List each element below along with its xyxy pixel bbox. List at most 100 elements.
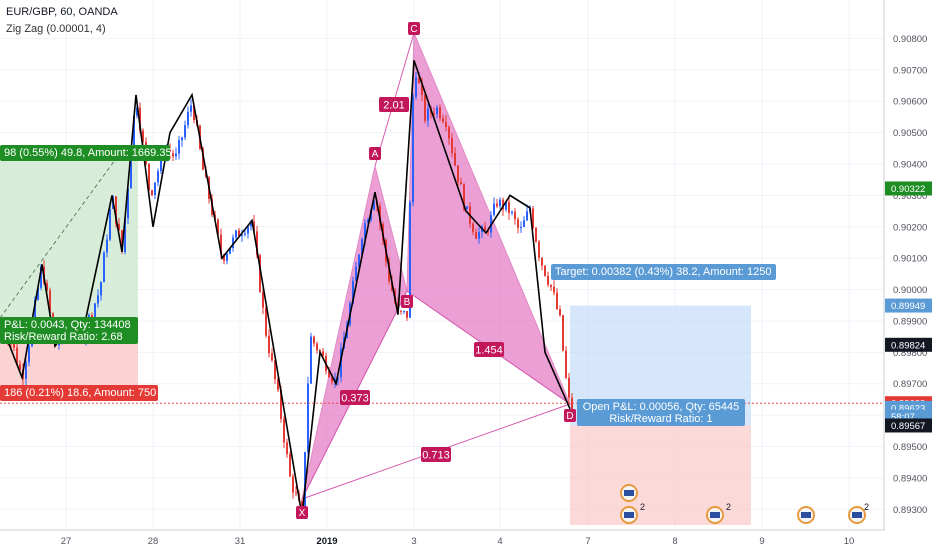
- candle-body: [373, 200, 375, 210]
- pattern-point-label: D: [566, 411, 573, 422]
- candle-body: [493, 203, 495, 216]
- candle-body: [151, 190, 153, 195]
- candle-body: [106, 239, 108, 253]
- candle-body: [148, 163, 150, 191]
- y-tick-label: 0.90500: [893, 128, 927, 139]
- candle-body: [427, 108, 429, 121]
- x-tick-label: 9: [759, 536, 764, 547]
- pattern-triangle-xab: [301, 165, 408, 500]
- candle-body: [259, 255, 261, 293]
- y-tick-label: 0.90100: [893, 254, 927, 265]
- x-tick-label: 7: [585, 536, 590, 547]
- candle-body: [532, 208, 534, 228]
- left-pnl-tag-text: Risk/Reward Ratio: 2.68: [4, 331, 123, 343]
- pattern-point-badge: [564, 409, 576, 422]
- candle-body: [559, 309, 561, 316]
- candle-body: [97, 295, 99, 304]
- candle-body: [157, 171, 159, 183]
- candle-body: [499, 199, 501, 207]
- pattern-point-c: C: [408, 22, 420, 35]
- candle-body: [16, 347, 18, 364]
- candle-body: [184, 125, 186, 138]
- flag-icon-field: [852, 512, 862, 518]
- candle-body: [409, 202, 411, 318]
- right-loss-zone: [570, 425, 751, 525]
- candle-body: [142, 130, 144, 142]
- pattern-point-label: C: [410, 24, 417, 35]
- candle-body: [277, 379, 279, 390]
- candle-body: [400, 310, 402, 312]
- pattern-point-badge: [369, 147, 381, 160]
- candle-body: [280, 389, 282, 420]
- left-stop-tag: 186 (0.21%) 18.6, Amount: 750: [0, 385, 158, 401]
- candle-body: [274, 360, 276, 380]
- price-marker-label: 0.89824: [891, 340, 925, 351]
- candle-body: [463, 184, 465, 210]
- candle-body: [316, 343, 318, 351]
- candle-body: [337, 377, 339, 380]
- candle-body: [460, 181, 462, 185]
- candle-body: [193, 105, 195, 121]
- candle-body: [322, 351, 324, 356]
- candle-body: [436, 107, 438, 114]
- y-tick-label: 0.90000: [893, 285, 927, 296]
- candle-body: [307, 383, 309, 453]
- candle-body: [328, 371, 330, 378]
- x-tick-label: 8: [672, 536, 677, 547]
- candle-body: [190, 105, 192, 112]
- y-tick-label: 0.89500: [893, 442, 927, 453]
- candle-body: [562, 315, 564, 351]
- candle-body: [313, 336, 315, 344]
- candle-body: [472, 223, 474, 232]
- ratio-badge: [421, 447, 451, 462]
- left-pnl-tag-bg: [0, 317, 138, 344]
- y-tick-label: 0.90600: [893, 97, 927, 108]
- event-badges: 2 2 2: [620, 484, 869, 524]
- candle-body: [115, 196, 117, 224]
- candle-body: [40, 266, 42, 288]
- event-count: 2: [640, 502, 645, 512]
- left-profit-tag-bg: [0, 145, 170, 161]
- pattern-point-a: A: [369, 147, 381, 160]
- target-tag-bg: [551, 264, 776, 280]
- candle-body: [523, 220, 525, 227]
- candle-body: [160, 155, 162, 172]
- price-marker: 0.89824: [885, 337, 932, 352]
- pattern-point-badge: [408, 22, 420, 35]
- y-tick-label: 0.90300: [893, 191, 927, 202]
- candle-body: [46, 282, 48, 291]
- candle-body: [295, 492, 297, 494]
- price-marker: 0.89949: [885, 298, 932, 313]
- candle-body: [109, 208, 111, 240]
- candle-body: [13, 342, 15, 348]
- candle-body: [133, 115, 135, 157]
- candle-body: [34, 299, 36, 323]
- pattern-point-badge: [296, 506, 308, 519]
- time-axis: 27 28 31 2019 3 4 7 8 9 10: [0, 529, 932, 550]
- candle-body: [442, 118, 444, 123]
- candle-body: [478, 232, 480, 239]
- candle-body: [439, 107, 441, 119]
- left-pnl-tag-text: P&L: 0.0043, Qty: 134408: [4, 319, 131, 331]
- candle-body: [181, 137, 183, 141]
- candle-body: [268, 335, 270, 354]
- ratio-label: 1.454: [474, 342, 504, 357]
- candle-body: [154, 182, 156, 195]
- event-count: 2: [864, 502, 869, 512]
- price-marker-label: 0.89567: [891, 421, 925, 432]
- candle-body: [358, 254, 360, 267]
- candle-body: [415, 77, 417, 97]
- candle-body: [49, 290, 51, 314]
- candle-body: [406, 311, 408, 318]
- candle-body: [475, 231, 477, 239]
- y-tick-label: 0.89700: [893, 379, 927, 390]
- candle-body: [571, 397, 573, 411]
- x-tick-label: 4: [497, 536, 502, 547]
- candle-body: [502, 199, 504, 210]
- candle-body: [229, 247, 231, 254]
- candle-body: [331, 377, 333, 382]
- candle-body: [412, 96, 414, 203]
- candle-body: [361, 239, 363, 255]
